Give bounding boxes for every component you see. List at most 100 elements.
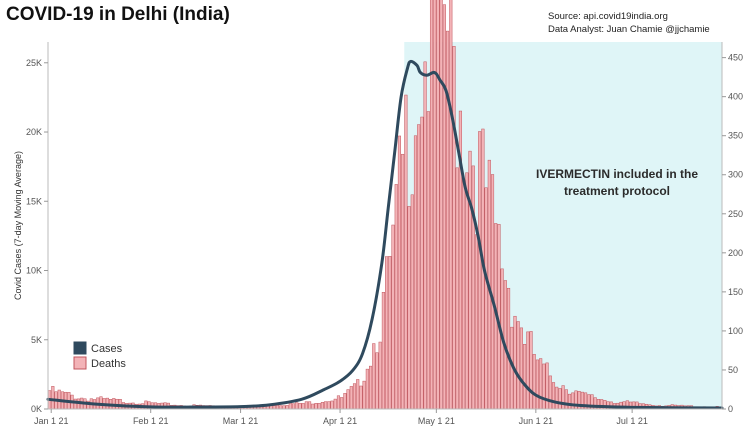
deaths-bar bbox=[433, 0, 437, 410]
deaths-bar bbox=[567, 393, 572, 410]
deaths-bar bbox=[314, 403, 318, 410]
deaths-bar bbox=[391, 224, 395, 410]
deaths-bar bbox=[413, 135, 418, 410]
deaths-bar bbox=[439, 0, 443, 410]
deaths-bar bbox=[555, 386, 559, 410]
deaths-bar bbox=[571, 392, 575, 410]
deaths-bar bbox=[420, 116, 424, 410]
axes: 0K 5K 10K 15K 20K 25K 0 50 100 150 200 250 300 350 400… bbox=[26, 42, 743, 426]
deaths-bar bbox=[474, 234, 479, 410]
deaths-bar bbox=[317, 403, 321, 410]
legend: Cases Deaths bbox=[73, 341, 126, 370]
deaths-bar bbox=[51, 386, 55, 410]
y-tick-label-right: 450 bbox=[728, 53, 743, 63]
deaths-bar bbox=[442, 4, 446, 410]
y-tick-label-right: 150 bbox=[728, 287, 743, 297]
deaths-bar bbox=[279, 405, 283, 410]
deaths-bar bbox=[320, 402, 324, 410]
annotation-line-2: treatment protocol bbox=[564, 184, 670, 198]
deaths-bar bbox=[330, 400, 334, 410]
deaths-bar bbox=[397, 135, 401, 410]
deaths-bar bbox=[542, 363, 546, 410]
y-tick-label-right: 200 bbox=[728, 248, 743, 258]
y-tick-label-left: 20K bbox=[26, 127, 42, 137]
deaths-bar bbox=[308, 401, 312, 410]
deaths-bar bbox=[272, 405, 276, 410]
source-text: Source: api.covid19india.org bbox=[548, 11, 668, 22]
deaths-bar bbox=[468, 150, 472, 410]
deaths-bar bbox=[558, 388, 562, 410]
deaths-bar bbox=[404, 94, 408, 410]
legend-label-cases: Cases bbox=[91, 343, 123, 355]
x-tick-label: May 1 21 bbox=[418, 416, 455, 426]
deaths-bar bbox=[417, 124, 421, 410]
deaths-bar bbox=[561, 385, 565, 410]
deaths-bar bbox=[333, 398, 337, 410]
deaths-bar bbox=[285, 405, 289, 410]
deaths-bar bbox=[372, 343, 376, 410]
deaths-bar bbox=[564, 389, 568, 410]
y-tick-label-left: 15K bbox=[26, 196, 42, 206]
deaths-bar bbox=[375, 352, 379, 410]
y-tick-label-right: 250 bbox=[728, 209, 743, 219]
legend-label-deaths: Deaths bbox=[91, 358, 126, 370]
deaths-bar bbox=[385, 256, 389, 410]
deaths-bar bbox=[304, 401, 308, 410]
deaths-bars bbox=[48, 0, 722, 410]
deaths-bar bbox=[301, 403, 305, 410]
deaths-bar bbox=[359, 385, 363, 410]
legend-swatch-cases bbox=[73, 341, 87, 355]
deaths-bar bbox=[410, 194, 414, 410]
deaths-bar bbox=[429, 0, 434, 410]
deaths-bar bbox=[452, 46, 456, 410]
deaths-bar bbox=[478, 131, 482, 410]
cases-line bbox=[46, 59, 724, 410]
deaths-bar bbox=[394, 184, 398, 410]
deaths-bar bbox=[523, 344, 527, 410]
deaths-bar bbox=[352, 383, 357, 410]
source-note: Source: api.covid19india.org Data Analys… bbox=[548, 10, 710, 36]
deaths-bar bbox=[532, 354, 536, 410]
deaths-bar bbox=[378, 341, 382, 410]
deaths-bar bbox=[529, 331, 533, 410]
deaths-bar bbox=[484, 187, 488, 410]
y-tick-label-right: 0 bbox=[728, 404, 733, 414]
y-axis-label-left: Covid Cases (7-day Moving Average) bbox=[13, 151, 23, 300]
annotation-line-1: IVERMECTIN included in the bbox=[536, 167, 698, 181]
deaths-bar bbox=[369, 365, 373, 410]
deaths-bar bbox=[436, 0, 440, 410]
x-tick-label: Apr 1 21 bbox=[323, 416, 357, 426]
deaths-bar bbox=[356, 379, 360, 410]
deaths-bar bbox=[365, 368, 369, 410]
deaths-bar bbox=[288, 402, 292, 410]
deaths-bar bbox=[381, 292, 385, 410]
deaths-bar bbox=[327, 401, 331, 410]
deaths-bar bbox=[526, 331, 530, 410]
deaths-bar bbox=[291, 403, 296, 410]
deaths-bar bbox=[507, 287, 511, 410]
deaths-bar bbox=[336, 395, 341, 410]
y-tick-label-right: 350 bbox=[728, 131, 743, 141]
deaths-bar bbox=[362, 380, 366, 410]
legend-swatch-deaths bbox=[73, 356, 87, 370]
deaths-bar bbox=[423, 61, 427, 410]
deaths-bar bbox=[346, 389, 350, 410]
y-tick-label-left: 25K bbox=[26, 58, 42, 68]
y-tick-label-left: 10K bbox=[26, 266, 42, 276]
deaths-bar bbox=[551, 382, 556, 410]
deaths-bar bbox=[388, 256, 392, 410]
y-tick-label-right: 100 bbox=[728, 326, 743, 336]
deaths-bar bbox=[548, 375, 552, 410]
deaths-bar bbox=[519, 327, 523, 410]
deaths-bar bbox=[275, 405, 280, 410]
y-tick-label-left: 5K bbox=[31, 335, 42, 345]
deaths-bar bbox=[465, 172, 469, 410]
deaths-bar bbox=[295, 402, 299, 410]
deaths-bar bbox=[349, 386, 353, 410]
deaths-bar bbox=[516, 321, 520, 410]
x-tick-label: Feb 1 21 bbox=[133, 416, 169, 426]
deaths-bar bbox=[545, 362, 549, 410]
deaths-bar bbox=[112, 398, 116, 410]
x-tick-label: Jan 1 21 bbox=[34, 416, 69, 426]
